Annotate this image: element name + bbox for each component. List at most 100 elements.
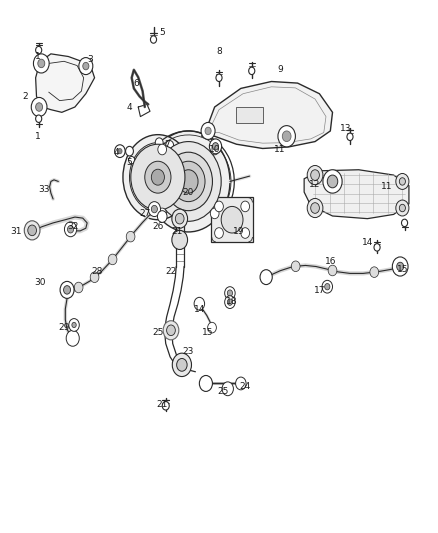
- Text: 23: 23: [183, 347, 194, 356]
- Text: 12: 12: [309, 180, 321, 189]
- Circle shape: [150, 36, 156, 43]
- Circle shape: [35, 115, 42, 123]
- Text: 25: 25: [152, 328, 163, 337]
- Text: 15: 15: [397, 265, 408, 273]
- Text: 4: 4: [113, 148, 119, 157]
- Polygon shape: [201, 82, 332, 149]
- Circle shape: [172, 209, 187, 228]
- Circle shape: [155, 142, 221, 221]
- Circle shape: [145, 161, 171, 193]
- Text: 10: 10: [209, 145, 220, 154]
- Circle shape: [118, 149, 122, 154]
- Circle shape: [222, 382, 233, 395]
- Circle shape: [249, 67, 255, 75]
- Circle shape: [392, 257, 408, 276]
- Text: 19: 19: [233, 228, 244, 237]
- Circle shape: [311, 169, 319, 180]
- Text: 21: 21: [172, 228, 183, 237]
- Circle shape: [64, 286, 71, 294]
- Bar: [237, 107, 263, 123]
- Circle shape: [215, 201, 223, 212]
- Circle shape: [79, 58, 93, 75]
- Circle shape: [64, 222, 77, 237]
- Text: 1: 1: [35, 52, 41, 61]
- Text: 11: 11: [381, 182, 393, 191]
- Text: 3: 3: [87, 55, 93, 63]
- Circle shape: [402, 219, 408, 227]
- Circle shape: [126, 147, 134, 156]
- Circle shape: [221, 206, 243, 233]
- Circle shape: [291, 261, 300, 272]
- Text: 25: 25: [218, 387, 229, 396]
- Circle shape: [35, 103, 42, 111]
- Circle shape: [155, 138, 163, 148]
- Circle shape: [399, 177, 406, 185]
- Circle shape: [194, 297, 205, 310]
- Text: 26: 26: [152, 222, 163, 231]
- Circle shape: [179, 169, 198, 193]
- Text: 11: 11: [274, 145, 286, 154]
- Circle shape: [225, 287, 235, 300]
- Circle shape: [205, 127, 211, 135]
- Text: 28: 28: [91, 268, 102, 276]
- Text: 32: 32: [67, 222, 78, 231]
- Circle shape: [31, 98, 47, 117]
- Circle shape: [307, 165, 323, 184]
- Polygon shape: [304, 169, 409, 219]
- Circle shape: [216, 74, 222, 82]
- Circle shape: [172, 353, 191, 376]
- Text: 27: 27: [139, 209, 151, 218]
- Circle shape: [28, 225, 36, 236]
- Circle shape: [328, 265, 337, 276]
- Circle shape: [151, 205, 157, 213]
- Text: 4: 4: [127, 102, 132, 111]
- Text: 18: 18: [226, 296, 238, 305]
- Circle shape: [164, 152, 212, 211]
- Circle shape: [162, 401, 169, 410]
- Circle shape: [177, 359, 187, 371]
- Circle shape: [166, 325, 175, 336]
- Circle shape: [172, 161, 205, 201]
- Circle shape: [83, 62, 89, 70]
- Text: 13: 13: [340, 124, 351, 133]
- Circle shape: [327, 175, 338, 188]
- Circle shape: [212, 143, 219, 150]
- Circle shape: [74, 282, 83, 293]
- Circle shape: [90, 272, 99, 282]
- Bar: [212, 197, 253, 243]
- Text: 14: 14: [362, 238, 373, 247]
- Circle shape: [158, 208, 166, 219]
- Text: 2: 2: [22, 92, 28, 101]
- Circle shape: [215, 228, 223, 238]
- Circle shape: [370, 267, 378, 278]
- Circle shape: [209, 139, 222, 154]
- Circle shape: [166, 141, 173, 150]
- Circle shape: [325, 284, 330, 290]
- Circle shape: [60, 281, 74, 298]
- Text: 24: 24: [240, 382, 251, 391]
- Text: 29: 29: [58, 323, 70, 332]
- Text: 9: 9: [277, 66, 283, 74]
- Text: 14: 14: [194, 304, 205, 313]
- Circle shape: [131, 144, 185, 210]
- Circle shape: [175, 213, 184, 224]
- Circle shape: [396, 173, 409, 189]
- Circle shape: [236, 377, 246, 390]
- Text: 8: 8: [216, 47, 222, 55]
- Text: 5: 5: [159, 28, 165, 37]
- Circle shape: [126, 231, 135, 242]
- Circle shape: [311, 203, 319, 213]
- Circle shape: [69, 319, 79, 332]
- Circle shape: [241, 201, 250, 212]
- Circle shape: [199, 375, 212, 391]
- Text: 20: 20: [183, 188, 194, 197]
- Circle shape: [157, 211, 167, 222]
- Circle shape: [24, 221, 40, 240]
- Text: 16: 16: [325, 257, 336, 265]
- Circle shape: [158, 144, 166, 155]
- Circle shape: [210, 208, 219, 219]
- Text: 30: 30: [34, 278, 46, 287]
- Circle shape: [151, 169, 164, 185]
- Circle shape: [241, 228, 250, 238]
- Text: 7: 7: [164, 140, 170, 149]
